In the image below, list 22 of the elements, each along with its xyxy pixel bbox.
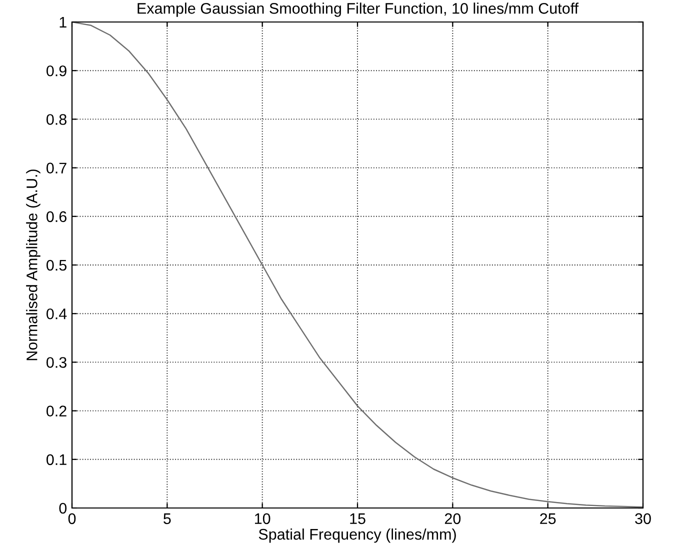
y-tick-label: 1	[60, 17, 66, 28]
x-tick-label: 0	[68, 513, 76, 524]
x-tick-label: 15	[350, 513, 366, 524]
y-tick-label: 0.2	[46, 406, 66, 416]
y-tick-label: 0.4	[46, 308, 67, 320]
x-tick-label: 25	[540, 513, 556, 524]
y-tick-label: 0.7	[46, 162, 66, 174]
y-tick-label: 0.8	[46, 114, 66, 125]
y-tick-label: 0.9	[46, 65, 66, 76]
y-tick-label: 0.3	[46, 357, 66, 368]
x-tick-label: 10	[255, 513, 270, 524]
x-axis-title: Spatial Frequency (lines/mm)	[258, 528, 456, 543]
chart-title: Example Gaussian Smoothing Filter Function, 10 lines/mm Cutoff	[138, 2, 579, 17]
y-tick-label: 0.1	[46, 454, 66, 466]
y-tick-label: 0.6	[46, 211, 66, 222]
y-tick-label: 0	[59, 502, 67, 514]
y-axis-title: Normalised Amplitude (A.U.)	[26, 170, 40, 360]
x-tick-label: 30	[635, 513, 651, 524]
x-tick-label: 5	[164, 513, 171, 524]
x-tick-label: 20	[444, 513, 461, 524]
line-series	[72, 22, 643, 508]
y-tick-label: 0.5	[46, 260, 66, 271]
